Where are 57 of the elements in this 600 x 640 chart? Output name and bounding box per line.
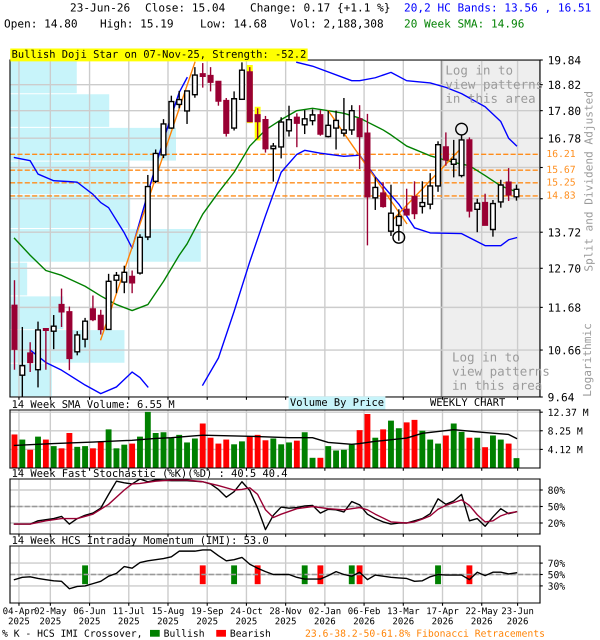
y-tick-label: 4.12 M bbox=[548, 446, 582, 454]
y-tick-label: 19.84 bbox=[548, 56, 581, 64]
y-tick-label: 70% bbox=[548, 560, 566, 567]
x-tick-label: 22-May 2026 bbox=[466, 607, 498, 624]
y-tick-label: 30% bbox=[548, 582, 566, 590]
x-tick-label: 17-Apr 2026 bbox=[427, 607, 458, 624]
y-tick-label: 10.66 bbox=[548, 346, 580, 354]
y-tick-label: 50% bbox=[548, 571, 566, 578]
chart-title: 14 Week SMA Volume: 6.55 M bbox=[12, 400, 174, 408]
text: 23.6-38.2-50-61.8% Fibonacci Retracements bbox=[306, 629, 544, 637]
text: Change: 0.17 {+1.1 %} bbox=[250, 3, 390, 14]
text: 23-Jun-26 bbox=[70, 3, 130, 12]
y-tick-label: 11.68 bbox=[548, 303, 580, 312]
x-tick-label: 11-Jul 2025 bbox=[114, 607, 144, 624]
y-axis-title: Split and Dividend Adjusted bbox=[584, 92, 595, 271]
text: High: 15.19 bbox=[100, 19, 173, 30]
chart-title: 14 Week HCS Intraday Momentum (IMI): 53.0 bbox=[12, 536, 268, 546]
y-tick-label: 16.78 bbox=[548, 134, 580, 143]
y-tick-label: 13.72 bbox=[548, 228, 580, 237]
x-tick-label: 24-Oct 2025 bbox=[230, 607, 262, 624]
legend-label: Bullish bbox=[164, 629, 204, 637]
text: Open: 14.80 bbox=[4, 19, 77, 30]
x-tick-label: 04-Apr 2025 bbox=[3, 607, 35, 624]
legend-label: Bearish bbox=[230, 629, 270, 637]
text: Close: 15.04 bbox=[146, 3, 225, 12]
text: 20,2 HC Bands: 13.56 , 16.51 bbox=[404, 3, 591, 14]
y-tick-label: 18.82 bbox=[548, 80, 580, 90]
ref-line-label: 15.25 bbox=[548, 178, 575, 186]
x-tick-label: 28-Nov 2025 bbox=[270, 607, 302, 624]
text: Vol: 2,188,308 bbox=[290, 19, 383, 30]
chart-title: Bullish Doji Star on 07-Nov-25, Strength: -52.2 bbox=[12, 50, 306, 60]
text: Logarithmic bbox=[582, 324, 594, 396]
x-tick-label: 19-Sep 2025 bbox=[192, 607, 223, 624]
text: Volume By Price bbox=[290, 398, 384, 408]
x-tick-label: 13-Mar 2026 bbox=[388, 607, 420, 624]
y-tick-label: 12.37 M bbox=[548, 408, 588, 416]
y-tick-label: 17.80 bbox=[548, 106, 580, 116]
y-tick-label: 50% bbox=[548, 503, 566, 510]
x-tick-label: 15-Aug 2025 bbox=[152, 607, 184, 624]
ref-line-label: 14.83 bbox=[548, 191, 575, 199]
x-tick-label: 02-Jan 2026 bbox=[309, 607, 340, 624]
text: WEEKLY CHART bbox=[430, 398, 506, 406]
text: 20 Week SMA: 14.96 bbox=[404, 19, 524, 28]
y-tick-label: 9.64 bbox=[548, 393, 574, 402]
chart-title: 14 Week Fast Stochastic (%K)(%D) : 40.5 40.4 bbox=[12, 468, 288, 478]
y-tick-label: 12.70 bbox=[548, 264, 580, 273]
y-tick-label: 80% bbox=[548, 486, 566, 494]
y-tick-label: 20% bbox=[548, 520, 566, 527]
x-tick-label: 02-May 2025 bbox=[34, 607, 66, 624]
x-tick-label: 23-Jun 2026 bbox=[502, 607, 534, 624]
y-tick-label: 8.25 M bbox=[548, 427, 582, 435]
legend-title: % K - HCS IMI Crossover, bbox=[2, 629, 140, 638]
ref-line-label: 16.21 bbox=[548, 150, 575, 158]
x-tick-label: 06-Feb 2026 bbox=[348, 607, 380, 624]
text: Low: 14.68 bbox=[201, 19, 266, 28]
x-tick-label: 06-Jun 2025 bbox=[74, 607, 106, 624]
ref-line-label: 15.67 bbox=[548, 166, 575, 174]
